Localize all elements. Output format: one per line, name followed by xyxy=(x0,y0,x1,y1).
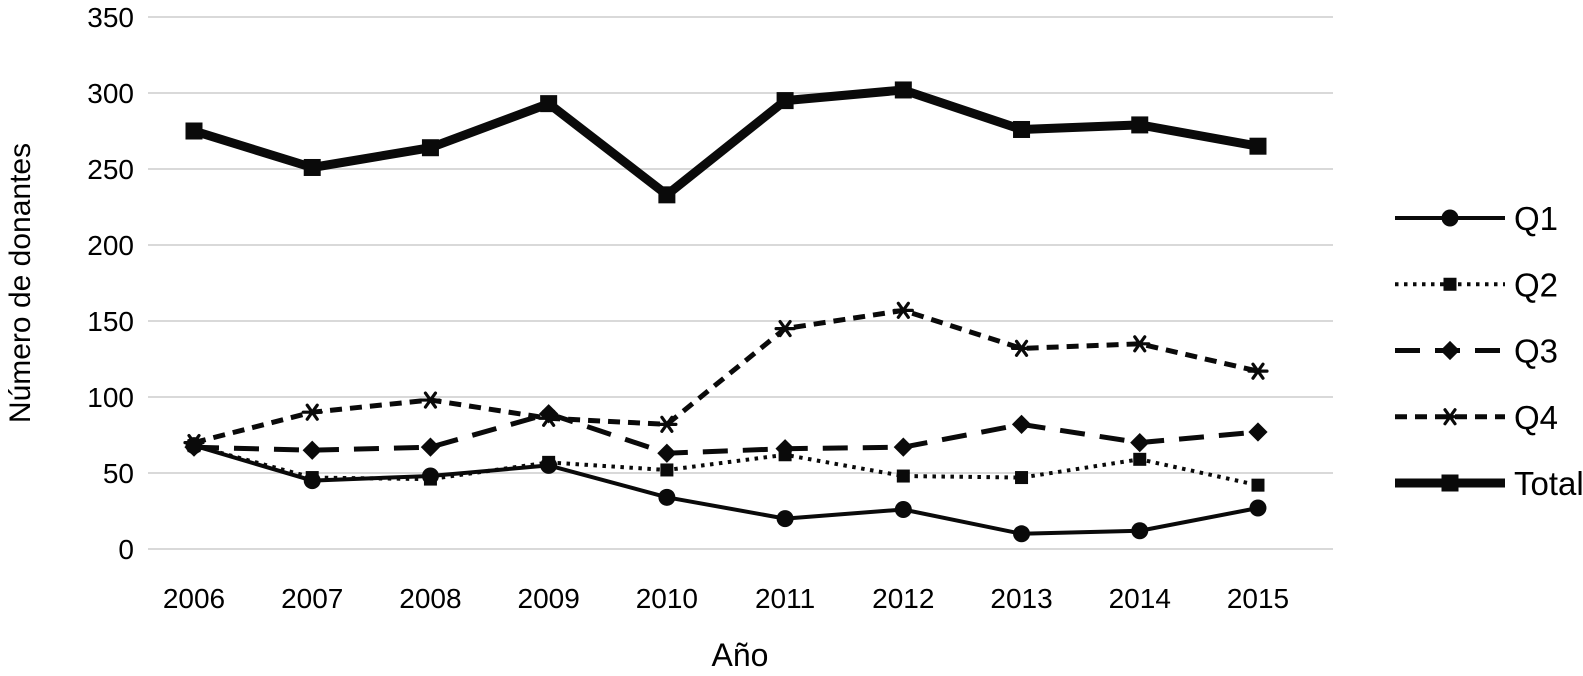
data-point-marker xyxy=(657,443,677,463)
series-line-q2 xyxy=(193,443,1259,488)
data-point-marker xyxy=(1015,471,1029,485)
data-point-marker xyxy=(1440,340,1460,361)
data-point-marker xyxy=(421,139,439,157)
data-point-marker xyxy=(894,81,912,99)
series-line-q1 xyxy=(193,443,1259,536)
data-point-marker xyxy=(893,437,913,457)
series-q4 xyxy=(183,301,1269,452)
data-point-marker xyxy=(1011,414,1032,434)
legend: Q1 Q2 Q3 Q4 Total xyxy=(1395,200,1583,502)
x-tick-label: 2014 xyxy=(1109,583,1171,614)
x-axis-title: Año xyxy=(712,637,769,673)
data-point-marker xyxy=(540,95,558,113)
data-point-marker xyxy=(896,469,910,483)
y-tick-label: 0 xyxy=(118,534,134,565)
x-tick-label: 2008 xyxy=(399,583,461,614)
y-tick-label: 350 xyxy=(87,2,134,33)
y-axis-tick-labels: 350 300 250 200 150 100 50 0 xyxy=(87,2,134,565)
data-point-marker xyxy=(301,403,323,421)
legend-item-q4: Q4 xyxy=(1395,399,1558,436)
data-point-marker xyxy=(892,301,914,319)
legend-label: Total xyxy=(1514,465,1583,502)
data-point-marker xyxy=(302,440,322,460)
data-point-marker xyxy=(419,391,442,409)
data-point-marker xyxy=(420,437,441,457)
x-tick-label: 2009 xyxy=(518,583,580,614)
data-point-marker xyxy=(1439,408,1461,426)
data-point-marker xyxy=(1247,362,1269,380)
data-point-marker xyxy=(185,122,203,140)
x-tick-label: 2007 xyxy=(281,583,343,614)
data-point-marker xyxy=(1131,116,1149,134)
data-point-marker xyxy=(1013,525,1031,543)
data-point-marker xyxy=(542,455,556,469)
legend-item-q1: Q1 xyxy=(1395,200,1558,237)
y-tick-label: 50 xyxy=(103,458,134,489)
legend-label: Q3 xyxy=(1514,333,1558,370)
data-point-marker xyxy=(776,510,794,528)
data-point-marker xyxy=(1131,522,1149,540)
y-tick-label: 100 xyxy=(87,382,134,413)
series-line-q3 xyxy=(193,411,1259,456)
series-group xyxy=(183,81,1269,543)
x-tick-label: 2006 xyxy=(163,583,225,614)
data-point-marker xyxy=(658,488,676,506)
data-point-marker xyxy=(894,500,912,518)
legend-label: Q2 xyxy=(1514,266,1558,303)
data-point-marker xyxy=(774,320,796,338)
x-axis-tick-labels: 2006 2007 2008 2009 2010 2011 2012 2013 2014 2015 xyxy=(163,583,1289,614)
data-point-marker xyxy=(660,463,674,477)
series-line-total xyxy=(192,85,1259,200)
data-point-marker xyxy=(1249,499,1267,517)
y-axis-title: Número de donantes xyxy=(4,143,37,423)
legend-item-q3: Q3 xyxy=(1395,333,1558,370)
x-tick-label: 2011 xyxy=(755,583,815,614)
y-tick-label: 250 xyxy=(87,154,134,185)
x-tick-label: 2012 xyxy=(872,583,934,614)
legend-label: Q1 xyxy=(1514,200,1558,237)
data-point-marker xyxy=(1010,339,1033,357)
series-q3 xyxy=(184,404,1268,463)
data-point-marker xyxy=(1248,422,1268,442)
series-q2 xyxy=(187,439,1265,492)
x-tick-label: 2015 xyxy=(1227,583,1289,614)
data-point-marker xyxy=(423,472,437,486)
data-point-marker xyxy=(538,409,560,427)
data-point-marker xyxy=(1443,277,1457,291)
data-point-marker xyxy=(1249,137,1267,155)
data-point-marker xyxy=(1129,335,1151,353)
data-point-marker xyxy=(1013,120,1031,138)
y-tick-label: 300 xyxy=(87,78,134,109)
y-tick-label: 150 xyxy=(87,306,134,337)
data-point-marker xyxy=(656,415,678,433)
legend-item-total: Total xyxy=(1395,465,1583,502)
y-tick-label: 200 xyxy=(87,230,134,261)
data-point-marker xyxy=(1441,474,1459,492)
x-tick-label: 2013 xyxy=(990,583,1052,614)
data-point-marker xyxy=(1133,452,1147,466)
series-line-q4 xyxy=(193,307,1259,446)
gridlines xyxy=(148,16,1333,550)
series-total xyxy=(185,81,1267,204)
legend-item-q2: Q2 xyxy=(1395,266,1558,303)
x-tick-label: 2010 xyxy=(636,583,698,614)
data-point-marker xyxy=(1130,432,1150,453)
data-point-marker xyxy=(1441,209,1459,227)
data-point-marker xyxy=(303,158,321,176)
legend-label: Q4 xyxy=(1514,399,1558,436)
data-point-marker xyxy=(1251,478,1265,492)
data-point-marker xyxy=(305,471,319,485)
data-point-marker xyxy=(658,186,676,204)
data-point-marker xyxy=(183,434,205,452)
data-point-marker xyxy=(776,92,794,110)
